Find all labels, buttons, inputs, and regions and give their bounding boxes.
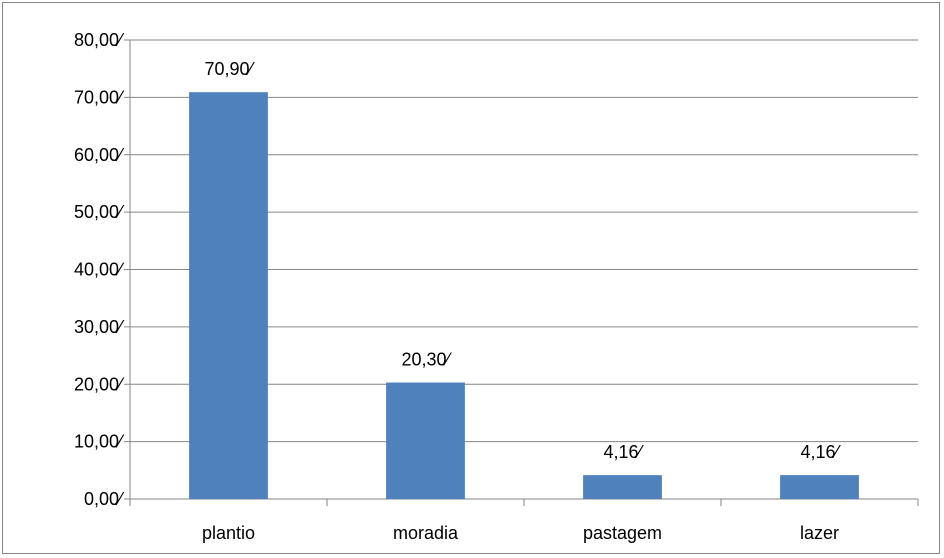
- y-tick-label: 70,00⁄: [74, 87, 125, 107]
- category-label: plantio: [202, 523, 255, 543]
- y-tick-label: 20,00⁄: [74, 374, 125, 394]
- data-label: 4,16⁄: [800, 442, 841, 462]
- y-tick-label: 50,00⁄: [74, 202, 125, 222]
- y-tick-label: 60,00⁄: [74, 145, 125, 165]
- data-label: 70,90⁄: [204, 59, 255, 79]
- category-label: moradia: [393, 523, 459, 543]
- bar-plantio: [189, 92, 268, 500]
- y-tick-label: 10,00⁄: [74, 432, 125, 452]
- category-label: pastagem: [583, 523, 662, 543]
- category-label: lazer: [800, 523, 839, 543]
- y-tick-label: 80,00⁄: [74, 30, 125, 50]
- bar-moradia: [386, 382, 465, 499]
- y-tick-labels: 0,00⁄ 10,00⁄ 20,00⁄ 30,00⁄ 40,00⁄ 50,00⁄ 60,00…: [74, 30, 125, 509]
- y-tick-label: 40,00⁄: [74, 260, 125, 280]
- y-tick-label: 30,00⁄: [74, 317, 125, 337]
- data-labels: 70,90⁄ 20,30⁄ 4,16⁄ 4,16⁄: [204, 59, 841, 462]
- bar-lazer: [780, 475, 859, 499]
- category-labels: plantio moradia pastagem lazer: [202, 523, 839, 543]
- bar-pastagem: [583, 475, 662, 499]
- y-tick-label: 0,00⁄: [84, 489, 125, 509]
- data-label: 4,16⁄: [603, 442, 644, 462]
- data-label: 20,30⁄: [401, 350, 452, 370]
- bars: [189, 92, 859, 500]
